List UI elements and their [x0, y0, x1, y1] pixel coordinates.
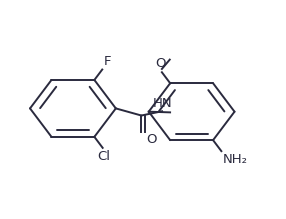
Text: F: F	[104, 55, 111, 68]
Text: NH₂: NH₂	[223, 153, 248, 166]
Text: HN: HN	[152, 97, 172, 110]
Text: O: O	[146, 133, 156, 146]
Text: Cl: Cl	[98, 150, 111, 163]
Text: O: O	[156, 58, 166, 71]
